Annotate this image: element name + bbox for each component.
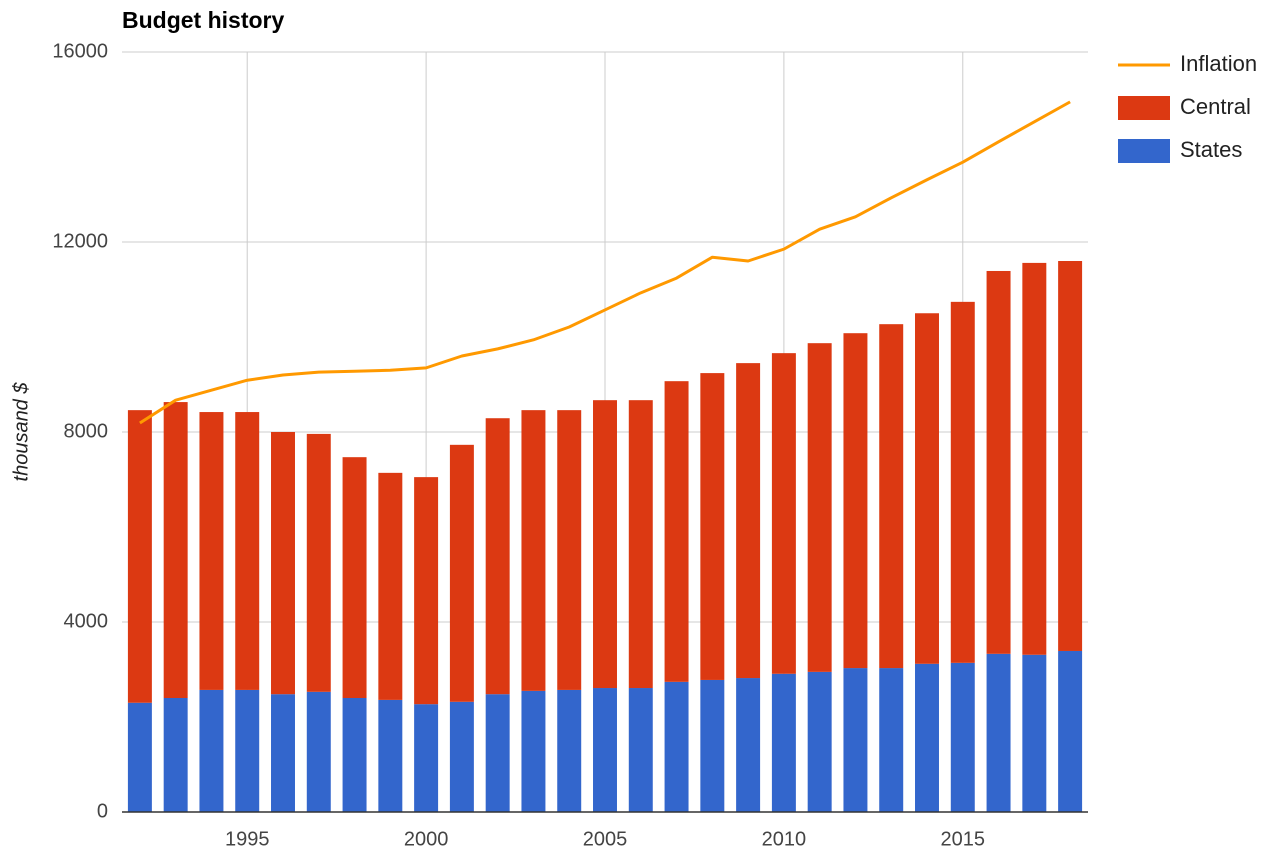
bar — [915, 663, 939, 812]
bar — [664, 381, 689, 682]
bar — [449, 444, 474, 702]
bar — [807, 671, 832, 812]
bar — [628, 400, 653, 689]
x-tick-label: 2015 — [941, 828, 986, 850]
bar — [414, 704, 439, 812]
bar — [879, 668, 904, 812]
bar — [1022, 654, 1047, 812]
bar — [521, 410, 546, 691]
bar — [879, 324, 904, 669]
bar — [915, 313, 939, 664]
bar — [485, 418, 510, 695]
bar — [807, 343, 832, 672]
bar — [950, 662, 975, 812]
bar — [771, 673, 796, 812]
legend-swatch — [1118, 96, 1170, 120]
bar — [557, 410, 582, 690]
bar — [557, 689, 582, 812]
bar — [664, 681, 689, 812]
bar — [593, 688, 617, 812]
bar — [485, 694, 510, 812]
bar — [986, 653, 1011, 812]
legend-swatch — [1118, 139, 1170, 163]
legend-label: Inflation — [1180, 51, 1257, 76]
bar — [235, 689, 260, 812]
bar — [127, 702, 152, 812]
y-tick-label: 4000 — [64, 610, 109, 632]
bar — [843, 668, 868, 812]
bar — [1058, 261, 1083, 651]
bar — [593, 400, 617, 689]
bar — [986, 270, 1011, 654]
bar — [342, 457, 367, 698]
bar — [843, 333, 868, 669]
legend-label: States — [1180, 137, 1242, 162]
x-tick-label: 1995 — [225, 828, 270, 850]
bar — [378, 699, 403, 812]
bar — [414, 477, 439, 705]
bar — [163, 698, 188, 812]
chart-title: Budget history — [122, 7, 284, 33]
line — [139, 100, 1071, 425]
bar — [271, 694, 295, 812]
bar — [521, 690, 546, 812]
bar — [628, 688, 653, 812]
bar — [271, 432, 295, 695]
bar — [449, 701, 474, 812]
bar — [127, 410, 152, 703]
bar — [306, 433, 331, 692]
y-tick-label: 0 — [97, 800, 108, 822]
bar — [199, 412, 224, 690]
bar — [771, 353, 796, 674]
bar — [306, 691, 331, 812]
x-tick-label: 2005 — [583, 828, 628, 850]
x-tick-label: 2010 — [762, 828, 807, 850]
bar — [1058, 650, 1083, 812]
y-tick-label: 8000 — [64, 420, 109, 442]
bar — [700, 373, 725, 680]
bar — [736, 678, 761, 812]
bar — [199, 689, 224, 812]
bar — [950, 301, 975, 663]
bar — [1022, 262, 1047, 655]
bar — [700, 679, 725, 812]
bar — [163, 402, 188, 698]
bar — [378, 472, 403, 700]
legend-label: Central — [1180, 94, 1251, 119]
bar — [736, 363, 761, 679]
bar — [342, 698, 367, 812]
y-tick-label: 12000 — [52, 230, 108, 252]
bar — [235, 412, 260, 690]
y-axis-label: thousand $ — [10, 382, 32, 482]
y-tick-label: 16000 — [52, 40, 108, 62]
x-tick-label: 2000 — [404, 828, 449, 850]
